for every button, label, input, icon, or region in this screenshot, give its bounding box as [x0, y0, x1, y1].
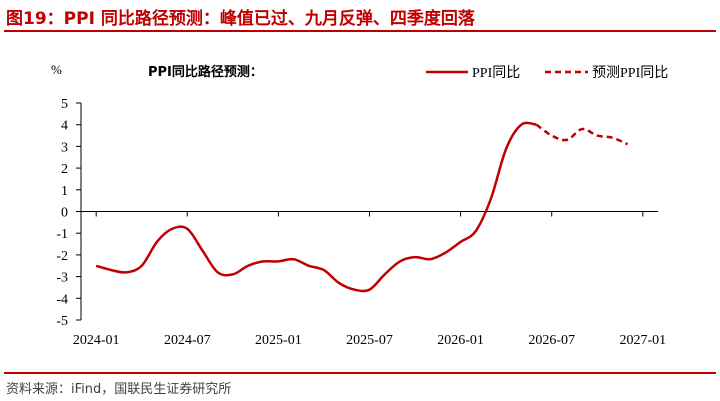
y-tick-label: -2: [56, 249, 68, 264]
y-tick-label: 2: [61, 162, 68, 177]
axes: -5 -4 -3 -2 -1 0 1 2 3 4 5 2024-01 2024-07 2025-01 202…: [56, 97, 666, 348]
footer-divider: [4, 372, 716, 374]
y-tick-label: 0: [61, 206, 68, 221]
y-axis-unit-label: %: [51, 62, 62, 77]
series-line-actual: [95, 121, 537, 293]
x-tick-label: 2025-01: [255, 333, 302, 348]
title-divider: [4, 30, 716, 32]
legend: PPI同比 预测PPI同比: [426, 65, 668, 81]
y-tick-label: -3: [56, 271, 68, 286]
legend-label-actual: PPI同比: [472, 65, 520, 81]
x-tick-label: 2026-01: [437, 333, 484, 348]
y-tick-label: 4: [61, 119, 68, 134]
figure-title: 图19：PPI 同比路径预测：峰值已过、九月反弹、四季度回落: [6, 9, 475, 29]
x-tick-label: 2027-01: [619, 333, 666, 348]
y-tick-label: 3: [61, 140, 68, 155]
legend-label-forecast: 预测PPI同比: [592, 65, 668, 81]
source-note: 资料来源：iFind，国联民生证券研究所: [6, 382, 232, 397]
x-tick-label: 2024-07: [164, 333, 211, 348]
plot-area: [95, 121, 629, 293]
x-tick-label: 2024-01: [73, 333, 120, 348]
y-tick-label: -5: [56, 314, 68, 329]
y-tick-label: -4: [56, 292, 68, 307]
y-tick-label: 5: [61, 97, 68, 112]
series-line-forecast: [535, 123, 629, 146]
y-tick-label: 1: [61, 184, 68, 199]
x-tick-label: 2026-07: [528, 333, 575, 348]
chart-title: PPI同比路径预测：: [148, 64, 263, 80]
y-tick-label: -1: [56, 227, 68, 242]
x-tick-label: 2025-07: [346, 333, 393, 348]
